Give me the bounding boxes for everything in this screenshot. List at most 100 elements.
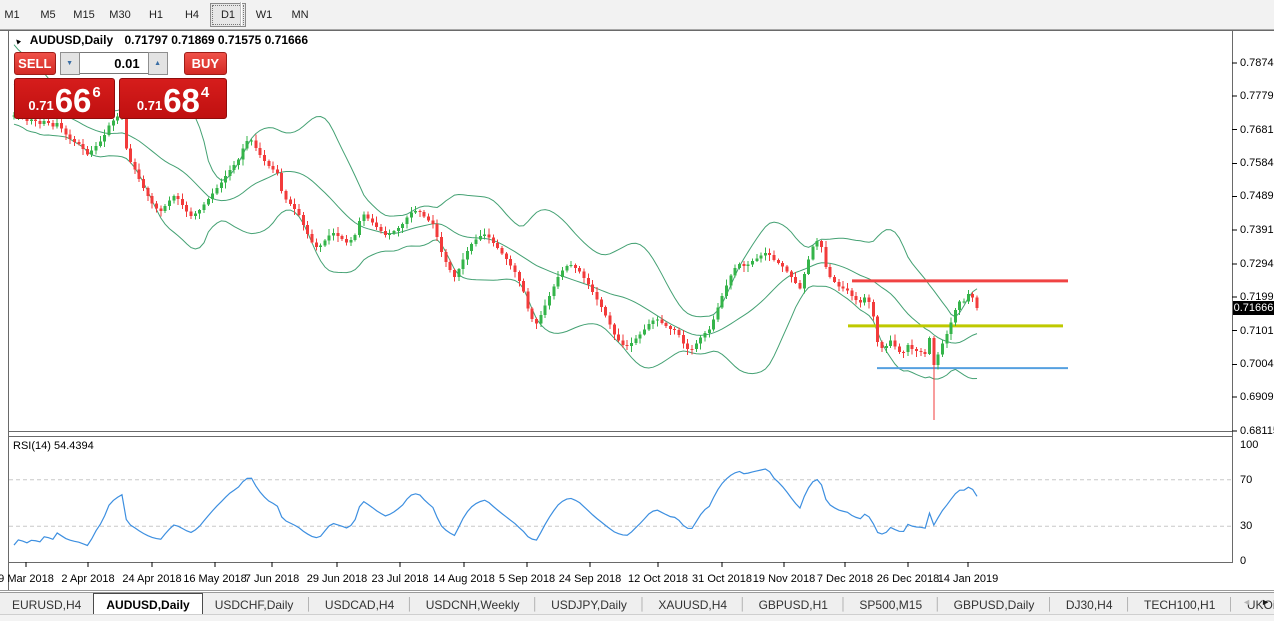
buy-button[interactable]: BUY — [183, 52, 227, 75]
candle-body — [314, 242, 318, 247]
candle-body — [958, 301, 962, 311]
candle-body — [975, 297, 979, 309]
candle-body — [867, 297, 871, 303]
candle-body — [707, 329, 711, 333]
timeframe-button-m5[interactable]: M5 — [40, 9, 56, 21]
tab-tech100-h1[interactable]: TECH100,H1 — [1144, 598, 1216, 612]
buy-price-box[interactable]: 0.71 68 4 — [119, 78, 227, 119]
candle-body — [362, 214, 366, 222]
tab-xauusd-h4[interactable]: XAUUSD,H4 — [658, 598, 728, 612]
candle-body — [431, 220, 435, 225]
timeframe-button-m1[interactable]: M1 — [4, 9, 20, 21]
volume-increase-button[interactable]: ▲ — [147, 52, 168, 75]
candle-body — [638, 334, 642, 339]
volume-decrease-button[interactable]: ▼ — [59, 52, 80, 75]
tab-eurusd-h4[interactable]: EURUSD,H4 — [12, 598, 82, 612]
candle-body — [103, 135, 107, 142]
rsi-pane — [9, 468, 1231, 547]
volume-input[interactable] — [79, 52, 148, 74]
candle-body — [893, 340, 897, 347]
bollinger-middle-band — [13, 84, 978, 344]
candle-body — [250, 140, 254, 142]
tab-dj30-h4[interactable]: DJ30,H4 — [1065, 598, 1113, 612]
rsi-splitter[interactable] — [8, 436, 1233, 437]
candle-body — [379, 227, 383, 232]
candle-body — [172, 196, 176, 201]
candle-body — [202, 204, 206, 210]
candle-body — [647, 324, 651, 330]
tab-ukoil-h1[interactable]: UKOil,H1 — [1246, 598, 1274, 612]
candle-body — [876, 316, 880, 342]
tab-usdcnh-weekly[interactable]: USDCNH,Weekly — [425, 598, 520, 612]
candle-body — [470, 243, 474, 251]
candle-body — [828, 266, 832, 277]
candle-body — [733, 268, 737, 276]
candle-body — [686, 343, 690, 349]
tab-gbpusd-h1[interactable]: GBPUSD,H1 — [758, 598, 828, 612]
candle-body — [845, 288, 849, 291]
candle-body — [215, 187, 219, 194]
date-label: 16 May 2018 — [183, 573, 247, 585]
date-label: 26 Dec 2018 — [876, 573, 940, 585]
tab-audusd-daily[interactable]: AUDUSD,Daily — [93, 593, 203, 615]
chart-left-border — [8, 31, 9, 590]
candle-body — [785, 266, 789, 272]
price-axis-label: 0.73915 — [1240, 224, 1274, 237]
candle-body — [176, 196, 180, 200]
timeframe-button-h4[interactable]: H4 — [184, 9, 200, 21]
candle-body — [889, 340, 893, 346]
candle-body — [124, 113, 128, 149]
candle-body — [742, 263, 746, 267]
candle-body — [29, 119, 33, 122]
tab-scroll-right-icon[interactable]: ► — [1261, 597, 1270, 607]
timeframe-button-m30[interactable]: M30 — [109, 9, 131, 21]
toolbar-separator — [240, 2, 242, 26]
candle-body — [357, 221, 361, 235]
tab-usdcad-h4[interactable]: USDCAD,H4 — [324, 598, 395, 612]
tab-usdchf-daily[interactable]: USDCHF,Daily — [214, 598, 294, 612]
candle-body — [552, 286, 556, 297]
candle-body — [383, 231, 387, 235]
sell-price-box[interactable]: 0.71 66 6 — [14, 78, 116, 119]
timeframe-button-m15[interactable]: M15 — [73, 9, 95, 21]
candle-body — [932, 338, 936, 366]
candle-body — [535, 319, 539, 324]
candle-body — [509, 259, 513, 266]
candle-body — [897, 346, 901, 352]
candle-body — [547, 296, 551, 306]
candle-body — [94, 145, 98, 151]
tab-gbpusd-daily[interactable]: GBPUSD,Daily — [953, 598, 1035, 612]
candle-body — [51, 123, 55, 127]
candle-body — [526, 291, 530, 309]
tab-scroll-left-icon[interactable]: ◄ — [1242, 597, 1252, 607]
candle-body — [137, 169, 141, 179]
timeframe-button-w1[interactable]: W1 — [255, 9, 273, 21]
timeframe-button-mn[interactable]: MN — [291, 9, 309, 21]
candle-body — [448, 261, 452, 271]
candle-body — [55, 123, 59, 127]
candle-body — [971, 294, 975, 298]
candle-body — [64, 128, 68, 135]
candle-body — [116, 116, 120, 121]
price-pane — [12, 44, 1068, 421]
candle-body — [673, 329, 677, 331]
chart-ohlc-values: 0.71797 0.71869 0.71575 0.71666 — [124, 33, 309, 47]
sell-button[interactable]: SELL — [14, 52, 56, 75]
candle-body — [414, 211, 418, 213]
rsi-indicator-label: RSI(14) 54.4394 — [13, 440, 94, 452]
date-label: 29 Jun 2018 — [306, 573, 368, 585]
tab-separator: │ — [1124, 597, 1133, 611]
candle-body — [522, 281, 526, 292]
candle-body — [517, 271, 521, 282]
tab-separator: │ — [839, 597, 848, 611]
candle-body — [323, 240, 327, 246]
tab-sp500-m15[interactable]: SP500,M15 — [859, 598, 923, 612]
date-label: 9 Mar 2018 — [0, 573, 54, 585]
time-axis-line[interactable] — [8, 562, 1233, 563]
date-label: 31 Oct 2018 — [692, 573, 752, 585]
timeframe-button-h1[interactable]: H1 — [148, 9, 164, 21]
tab-usdjpy-daily[interactable]: USDJPY,Daily — [551, 598, 627, 612]
